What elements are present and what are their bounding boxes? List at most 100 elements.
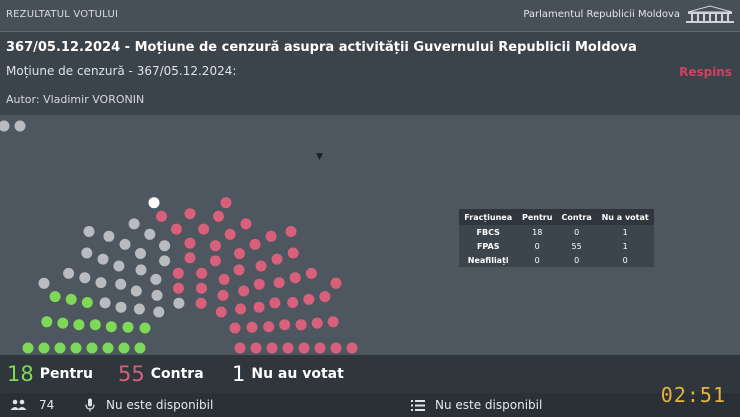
- seat: [305, 267, 317, 279]
- vote-summary-bar: 18 Pentru 55 Contra 1 Nu au votat: [0, 355, 740, 393]
- microphone-icon: [85, 398, 95, 412]
- seat: [73, 319, 85, 331]
- summary-nevotat: 1 Nu au votat: [232, 362, 344, 386]
- seat: [148, 197, 160, 209]
- seat: [113, 260, 125, 272]
- seat: [233, 264, 245, 276]
- seat: [95, 277, 107, 289]
- seat: [57, 317, 69, 329]
- table-row: Neafiliați 0 0 0: [459, 253, 654, 267]
- seat: [273, 277, 285, 289]
- seat: [249, 238, 261, 250]
- seat: [81, 247, 93, 259]
- seat: [144, 228, 156, 240]
- seat: [83, 226, 95, 237]
- seat: [115, 278, 127, 290]
- seat: [213, 210, 224, 222]
- seat: [263, 321, 275, 333]
- list-icon: [411, 400, 425, 411]
- seat: [282, 342, 294, 354]
- parliament-name: Parlamentul Republicii Moldova: [523, 9, 680, 20]
- speakers-list-status: Nu este disponibil: [435, 398, 543, 412]
- seat: [150, 273, 162, 285]
- present-count: 74: [39, 398, 55, 412]
- seat: [173, 282, 184, 294]
- table-cell: 1: [622, 227, 628, 237]
- seat: [156, 210, 167, 222]
- seat: [173, 297, 185, 309]
- seat: [151, 289, 163, 301]
- seat: [81, 297, 93, 308]
- seat: [253, 278, 265, 290]
- seat: [153, 306, 165, 318]
- seat: [209, 255, 221, 267]
- seat: [172, 267, 184, 279]
- faction-results-table: Fracțiunea Pentru Contra Nu a votat FBCS…: [459, 209, 654, 267]
- microphone-status: Nu este disponibil: [106, 398, 214, 412]
- summary-contra: 55 Contra: [118, 362, 204, 386]
- seat: [86, 342, 98, 354]
- seat: [122, 321, 134, 333]
- seat: [303, 293, 315, 305]
- seat: [115, 301, 127, 313]
- seat: [287, 247, 299, 259]
- seat: [346, 342, 358, 354]
- seat: [255, 260, 267, 272]
- faction-name: Neafiliați: [467, 255, 509, 265]
- vote-header: 367/05.12.2024 - Moțiune de cenzură asup…: [0, 32, 740, 115]
- hemicycle-seat-map: [0, 120, 358, 354]
- seat: [269, 297, 281, 309]
- seat: [285, 226, 297, 237]
- table-cell: 0: [574, 227, 580, 237]
- pentru-label: Pentru: [39, 366, 94, 382]
- seat: [184, 252, 196, 264]
- seat: [159, 240, 171, 252]
- app-title: REZULTATUL VOTULUI: [6, 9, 119, 20]
- mouse-cursor-icon: ▼: [316, 152, 323, 162]
- nevotat-label: Nu au votat: [251, 366, 344, 382]
- seat: [319, 291, 331, 303]
- seat: [295, 319, 307, 331]
- seat: [63, 267, 75, 279]
- seat: [184, 237, 196, 249]
- vote-subtitle: Moțiune de cenzură - 367/05.12.2024:: [6, 64, 237, 78]
- seat: [240, 218, 252, 230]
- table-header: Pentru: [517, 209, 557, 225]
- faction-name: FPAS: [476, 241, 500, 251]
- seat: [311, 317, 323, 329]
- seat: [250, 342, 262, 354]
- seat: [229, 322, 241, 334]
- people-icon: [10, 399, 27, 410]
- seat: [49, 291, 61, 303]
- contra-label: Contra: [150, 366, 204, 382]
- seat: [271, 253, 283, 265]
- seat: [118, 342, 130, 354]
- faction-name: FBCS: [476, 227, 500, 237]
- seat: [159, 255, 171, 267]
- table-header-row: Fracțiunea Pentru Contra Nu a votat: [459, 209, 654, 225]
- seat: [170, 223, 182, 235]
- seat: [298, 342, 310, 354]
- seat: [54, 342, 66, 354]
- seat: [22, 342, 34, 354]
- vote-title: 367/05.12.2024 - Moțiune de cenzură asup…: [6, 40, 637, 55]
- seat: [289, 272, 301, 284]
- seat: [209, 240, 221, 252]
- seat: [196, 282, 207, 294]
- seat: [97, 253, 109, 265]
- seat: [184, 208, 196, 220]
- table-cell: 18: [532, 227, 543, 237]
- table-cell: 0: [534, 241, 540, 251]
- table-cell: 55: [571, 241, 582, 251]
- seat: [314, 342, 326, 354]
- table-header: Contra: [556, 209, 597, 225]
- seat: [195, 297, 207, 309]
- seat: [327, 316, 339, 328]
- seat: [266, 342, 278, 354]
- seat: [217, 289, 229, 301]
- seat: [38, 277, 50, 289]
- seat: [128, 218, 140, 230]
- seat: [102, 342, 114, 354]
- summary-pentru: 18 Pentru: [7, 362, 93, 386]
- table-cell: 0: [534, 255, 540, 265]
